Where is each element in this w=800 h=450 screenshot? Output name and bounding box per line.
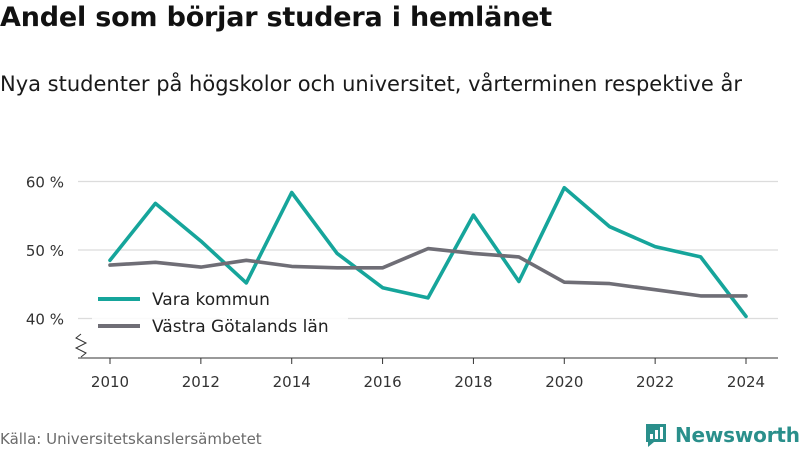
axis-break-mark [74, 333, 88, 358]
brand-name: Newsworthy [675, 423, 800, 447]
y-tick-label: 50 % [26, 242, 64, 260]
y-axis-ticks: 40 % 50 % 60 % [26, 174, 88, 358]
x-tick-label: 2018 [454, 373, 492, 391]
x-tick-label: 2014 [273, 373, 311, 391]
x-tick-label: 2020 [545, 373, 583, 391]
y-tick-label: 60 % [26, 174, 64, 192]
brand-logo: Newsworthy [644, 421, 800, 449]
chart-title: Andel som börjar studera i hemlänet [0, 2, 552, 33]
legend-label: Västra Götalands län [152, 317, 329, 337]
x-tick-label: 2010 [91, 373, 129, 391]
series-lines [108, 185, 748, 319]
x-tick-label: 2022 [636, 373, 674, 391]
x-tick-label: 2012 [182, 373, 220, 391]
bar-chart-icon [646, 423, 666, 447]
legend-label: Vara kommun [152, 290, 270, 310]
x-axis: 2010 2012 2014 2016 2018 2020 2022 2024 [78, 357, 778, 391]
x-tick-label: 2024 [727, 373, 765, 391]
legend: Vara kommun Västra Götalands län [92, 286, 348, 338]
series-line-västra-götalands-län [108, 246, 748, 298]
y-tick-label: 40 % [26, 311, 64, 329]
chart-subtitle: Nya studenter på högskolor och universit… [0, 72, 742, 96]
series-line-vara-kommun [108, 185, 748, 319]
x-tick-label: 2016 [363, 373, 401, 391]
source-note: Källa: Universitetskanslersämbetet [0, 430, 262, 448]
